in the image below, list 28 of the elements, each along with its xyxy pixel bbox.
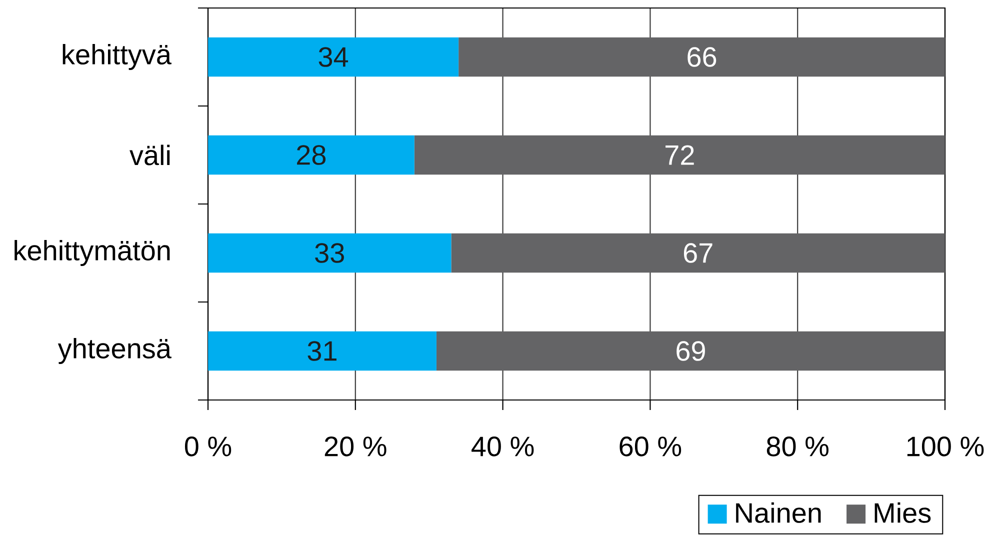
y-tick-label: kehittyvä xyxy=(62,44,172,70)
data-label: 33 xyxy=(315,243,344,263)
bar xyxy=(208,135,414,175)
data-label: 34 xyxy=(318,47,348,67)
x-tick-label: 100 % xyxy=(907,436,984,456)
data-label: 72 xyxy=(666,145,694,165)
y-tick-label: väli xyxy=(130,144,170,166)
bar xyxy=(208,331,436,371)
x-tick-label: 80 % xyxy=(766,436,828,456)
x-tick-label: 40 % xyxy=(472,436,534,456)
data-label: 69 xyxy=(676,341,705,361)
y-tick-label: yhteensä xyxy=(58,338,172,364)
data-label: 28 xyxy=(297,145,326,165)
y-tick-label: kehittymätön xyxy=(14,240,170,266)
bar xyxy=(208,37,459,77)
x-tick-label: 20 % xyxy=(324,436,386,456)
data-label: 67 xyxy=(684,243,712,263)
x-tick-label: 60 % xyxy=(620,436,682,456)
bar xyxy=(208,233,452,273)
data-label: 31 xyxy=(308,341,336,361)
data-label: 66 xyxy=(688,47,716,67)
bar xyxy=(451,233,945,273)
bar xyxy=(414,135,945,175)
bar xyxy=(458,37,945,77)
x-tick-label: 0 % xyxy=(184,436,232,456)
legend-label: Mies xyxy=(874,502,931,523)
bar xyxy=(436,331,945,371)
legend-label: Nainen xyxy=(736,502,821,523)
